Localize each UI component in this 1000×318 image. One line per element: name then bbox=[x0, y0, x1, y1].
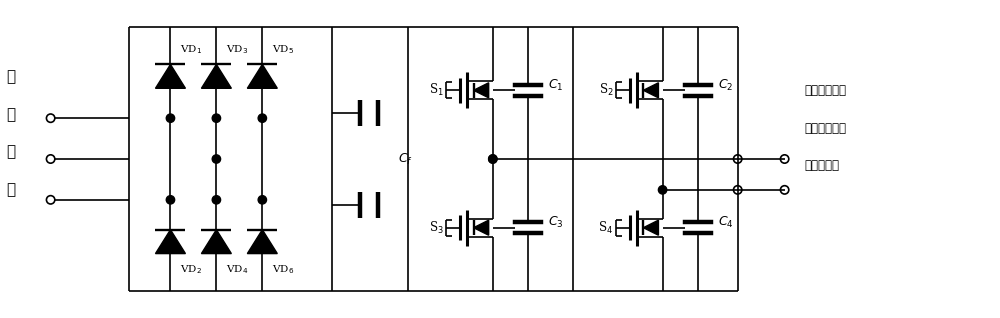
Polygon shape bbox=[247, 230, 277, 253]
Polygon shape bbox=[643, 83, 658, 98]
Text: S$_4$: S$_4$ bbox=[598, 220, 613, 236]
Text: 高压绕组短接: 高压绕组短接 bbox=[805, 84, 847, 97]
Polygon shape bbox=[474, 220, 489, 235]
Text: VD$_2$: VD$_2$ bbox=[180, 264, 202, 276]
Circle shape bbox=[258, 114, 267, 122]
Text: $C_3$: $C_3$ bbox=[548, 215, 564, 230]
Polygon shape bbox=[643, 220, 658, 235]
Text: 电: 电 bbox=[6, 144, 15, 160]
Text: S$_3$: S$_3$ bbox=[429, 220, 443, 236]
Circle shape bbox=[258, 196, 267, 204]
Text: 源: 源 bbox=[6, 182, 15, 197]
Text: VD$_5$: VD$_5$ bbox=[272, 44, 294, 57]
Text: VD$_1$: VD$_1$ bbox=[180, 44, 202, 57]
Polygon shape bbox=[474, 83, 489, 98]
Text: 的低压绕组: 的低压绕组 bbox=[805, 159, 840, 172]
Circle shape bbox=[658, 186, 667, 194]
Text: S$_1$: S$_1$ bbox=[429, 82, 443, 98]
Circle shape bbox=[212, 196, 221, 204]
Text: $C_2$: $C_2$ bbox=[718, 78, 733, 93]
Polygon shape bbox=[201, 65, 231, 88]
Polygon shape bbox=[201, 230, 231, 253]
Text: S$_2$: S$_2$ bbox=[599, 82, 613, 98]
Circle shape bbox=[489, 155, 497, 163]
Text: VD$_4$: VD$_4$ bbox=[226, 264, 249, 276]
Polygon shape bbox=[247, 65, 277, 88]
Text: $C_1$: $C_1$ bbox=[548, 78, 563, 93]
Text: VD$_3$: VD$_3$ bbox=[226, 44, 248, 57]
Polygon shape bbox=[155, 65, 185, 88]
Text: VD$_6$: VD$_6$ bbox=[272, 264, 294, 276]
Text: 频: 频 bbox=[6, 107, 15, 122]
Text: $C_f$: $C_f$ bbox=[398, 151, 413, 167]
Text: $C_4$: $C_4$ bbox=[718, 215, 733, 230]
Text: 的特斯拉线圈: 的特斯拉线圈 bbox=[805, 122, 847, 135]
Circle shape bbox=[212, 114, 221, 122]
Polygon shape bbox=[155, 230, 185, 253]
Circle shape bbox=[489, 155, 497, 163]
Text: 工: 工 bbox=[6, 69, 15, 84]
Circle shape bbox=[212, 155, 221, 163]
Circle shape bbox=[166, 196, 175, 204]
Circle shape bbox=[166, 114, 175, 122]
